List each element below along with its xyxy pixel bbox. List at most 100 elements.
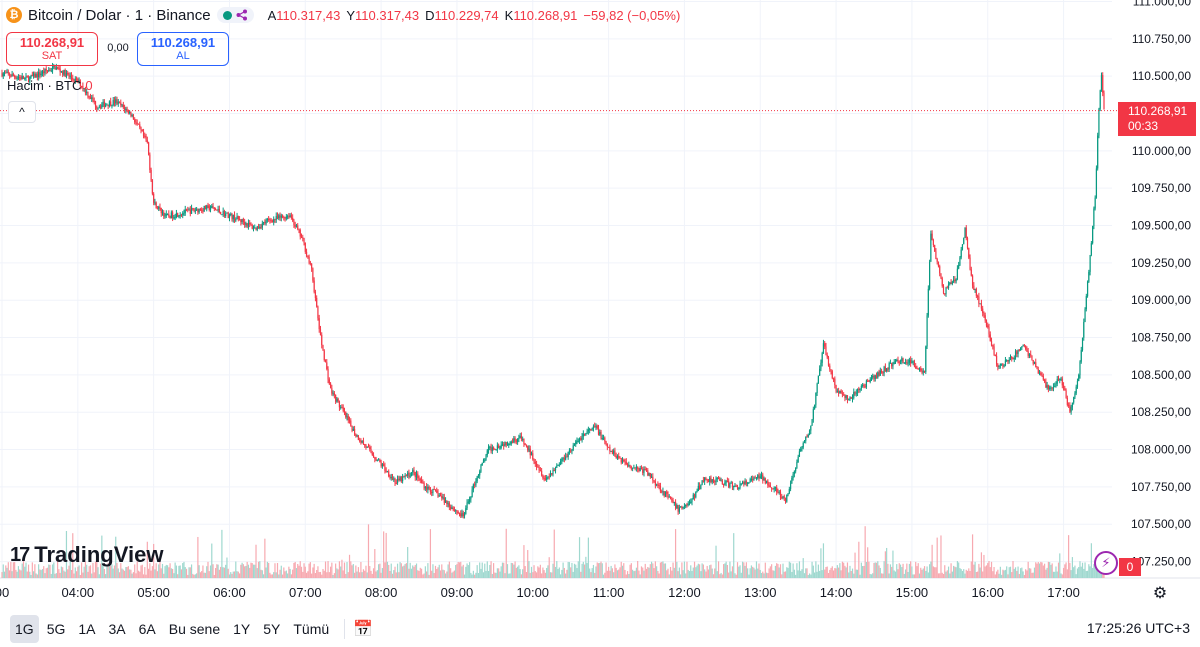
timeframe-5y[interactable]: 5Y bbox=[263, 620, 281, 637]
volume-bar bbox=[38, 564, 40, 578]
candle-body bbox=[144, 135, 146, 137]
candle-body bbox=[672, 500, 674, 503]
volume-bar bbox=[185, 568, 188, 578]
candle-body bbox=[356, 435, 358, 437]
volume-bar bbox=[12, 562, 14, 578]
candle-body bbox=[369, 447, 371, 450]
timeframe-5g[interactable]: 5G bbox=[46, 620, 66, 637]
candle-body bbox=[206, 205, 208, 210]
volume-bar bbox=[862, 566, 864, 578]
sell-button[interactable]: 110.268,91 SAT bbox=[6, 32, 98, 66]
timeframe-all[interactable]: Tümü bbox=[293, 620, 330, 637]
ohlc-values: A110.317,43 Y110.317,43 D110.229,74 K110… bbox=[267, 7, 681, 23]
candle-body bbox=[716, 478, 718, 480]
candle-body bbox=[294, 225, 296, 227]
volume-bar bbox=[476, 565, 478, 578]
volume-bar bbox=[839, 563, 841, 578]
volume-bar bbox=[1001, 574, 1003, 578]
volume-bar bbox=[554, 566, 557, 578]
share-icon[interactable] bbox=[236, 9, 248, 21]
price-chart[interactable]: 111.000,00110.750,00110.500,00110.250,00… bbox=[0, 0, 1200, 610]
indicator-pill[interactable] bbox=[216, 7, 254, 23]
volume-bar bbox=[733, 533, 735, 578]
volume-bar bbox=[826, 566, 828, 578]
volume-bar bbox=[46, 567, 49, 578]
candle-body bbox=[129, 111, 131, 114]
candle-body bbox=[815, 393, 817, 405]
buy-button[interactable]: 110.268,91 AL bbox=[137, 32, 229, 66]
volume-bar bbox=[596, 562, 598, 578]
candle-body bbox=[827, 357, 830, 366]
collapse-legend-button[interactable]: ^ bbox=[8, 101, 36, 123]
volume-bar bbox=[451, 572, 453, 578]
candle-body bbox=[608, 446, 610, 448]
candle-body bbox=[776, 487, 778, 492]
timeframe-1g[interactable]: 1G bbox=[10, 614, 39, 643]
volume-bar bbox=[163, 573, 165, 578]
volume-bar bbox=[535, 572, 538, 578]
volume-bar bbox=[669, 566, 672, 578]
candle-body bbox=[1073, 397, 1075, 403]
volume-bar bbox=[623, 563, 625, 578]
lightning-icon[interactable]: ⚡ bbox=[1094, 551, 1118, 575]
volume-legend[interactable]: Hacim · BTC 0 bbox=[7, 78, 93, 93]
volume-bar bbox=[720, 572, 722, 578]
candle-body bbox=[625, 461, 627, 464]
candle-body bbox=[667, 493, 669, 498]
volume-bar bbox=[160, 568, 162, 578]
settings-icon[interactable]: ⚙ bbox=[1152, 585, 1168, 602]
volume-bar bbox=[553, 529, 555, 578]
candle-body bbox=[726, 481, 728, 483]
volume-bar bbox=[999, 566, 1001, 578]
candle-body bbox=[170, 212, 172, 219]
date-range-icon[interactable]: 📅 bbox=[353, 620, 374, 638]
candle-body bbox=[654, 481, 656, 486]
volume-bar bbox=[750, 565, 753, 578]
volume-bar bbox=[729, 561, 731, 578]
candle-body bbox=[64, 70, 66, 77]
volume-bar bbox=[137, 570, 140, 578]
candle-body bbox=[755, 477, 758, 479]
volume-bar bbox=[963, 569, 965, 578]
volume-bar bbox=[304, 566, 306, 578]
candle-body bbox=[662, 491, 664, 493]
volume-bar bbox=[110, 566, 112, 578]
timeframe-1a[interactable]: 1A bbox=[78, 620, 96, 637]
volume-bar bbox=[1084, 562, 1086, 578]
volume-bar bbox=[685, 573, 687, 578]
volume-bar bbox=[968, 568, 970, 578]
volume-bar bbox=[317, 566, 319, 578]
candle-body bbox=[237, 216, 239, 220]
volume-bar bbox=[17, 566, 20, 578]
tradingview-logo[interactable]: 17 TradingView bbox=[10, 542, 164, 567]
volume-bar bbox=[32, 571, 35, 578]
volume-bar bbox=[69, 561, 71, 578]
volume-bar bbox=[475, 572, 477, 578]
volume-bar bbox=[702, 564, 704, 578]
volume-bar bbox=[121, 568, 123, 578]
candle-body bbox=[968, 248, 970, 258]
volume-bar bbox=[452, 571, 454, 578]
candle-body bbox=[1090, 243, 1092, 256]
clock[interactable]: 17:25:26 UTC+3 bbox=[1086, 620, 1190, 636]
volume-bar bbox=[731, 566, 734, 578]
volume-bar bbox=[525, 572, 528, 578]
candle-body bbox=[850, 397, 852, 399]
candle-body bbox=[652, 476, 654, 481]
volume-bar bbox=[21, 563, 23, 578]
candle-body bbox=[385, 470, 387, 472]
candle-body bbox=[1052, 386, 1055, 389]
candle-body bbox=[862, 384, 864, 386]
timeframe-1y[interactable]: 1Y bbox=[233, 620, 251, 637]
volume-bar bbox=[493, 563, 495, 578]
symbol-title[interactable]: Bitcoin / Dolar · 1 · Binance bbox=[28, 6, 211, 24]
volume-bar bbox=[754, 569, 756, 578]
time-tick-label: 14:00 bbox=[820, 585, 853, 600]
timeframe-3a[interactable]: 3A bbox=[108, 620, 126, 637]
candle-body bbox=[252, 228, 255, 230]
volume-bar bbox=[725, 561, 727, 578]
timeframe-ytd[interactable]: Bu sene bbox=[168, 620, 221, 637]
volume-bar bbox=[123, 570, 126, 578]
timeframe-6a[interactable]: 6A bbox=[138, 620, 156, 637]
volume-bar bbox=[632, 569, 634, 578]
